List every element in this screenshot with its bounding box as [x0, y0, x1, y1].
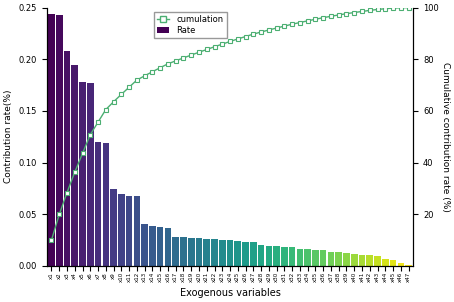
Bar: [405, 265, 412, 266]
Bar: [87, 83, 94, 266]
Bar: [203, 239, 210, 266]
Bar: [95, 142, 101, 266]
Bar: [157, 226, 163, 266]
Bar: [133, 196, 140, 266]
Bar: [165, 228, 171, 266]
Bar: [227, 240, 233, 266]
X-axis label: Exogenous variables: Exogenous variables: [180, 288, 281, 298]
Bar: [196, 238, 202, 266]
Bar: [296, 249, 303, 266]
Bar: [56, 15, 63, 266]
Bar: [48, 14, 55, 266]
Bar: [374, 256, 381, 266]
Bar: [351, 254, 358, 266]
Bar: [149, 226, 156, 266]
Bar: [71, 66, 78, 266]
Bar: [304, 249, 311, 266]
Bar: [64, 51, 70, 266]
Bar: [118, 194, 125, 266]
Bar: [343, 253, 350, 266]
Bar: [289, 247, 296, 266]
Bar: [398, 263, 404, 266]
Bar: [366, 255, 373, 266]
Bar: [235, 241, 241, 266]
Bar: [242, 242, 249, 266]
Bar: [79, 82, 86, 266]
Bar: [328, 252, 334, 266]
Bar: [336, 252, 342, 266]
Bar: [266, 246, 272, 266]
Bar: [390, 260, 396, 266]
Bar: [312, 250, 319, 266]
Bar: [180, 237, 187, 266]
Bar: [211, 239, 218, 266]
Bar: [382, 259, 389, 266]
Y-axis label: Cumulative contribution rate (%): Cumulative contribution rate (%): [441, 62, 450, 212]
Bar: [250, 242, 257, 266]
Bar: [320, 250, 326, 266]
Legend: cumulation, Rate: cumulation, Rate: [153, 12, 227, 38]
Bar: [273, 246, 280, 266]
Bar: [103, 143, 109, 266]
Bar: [173, 237, 179, 266]
Bar: [141, 224, 148, 266]
Bar: [359, 255, 365, 266]
Bar: [110, 189, 117, 266]
Y-axis label: Contribution rate(%): Contribution rate(%): [4, 90, 13, 184]
Bar: [188, 238, 194, 266]
Bar: [281, 247, 288, 266]
Bar: [219, 240, 226, 266]
Bar: [126, 196, 133, 266]
Bar: [258, 245, 264, 266]
